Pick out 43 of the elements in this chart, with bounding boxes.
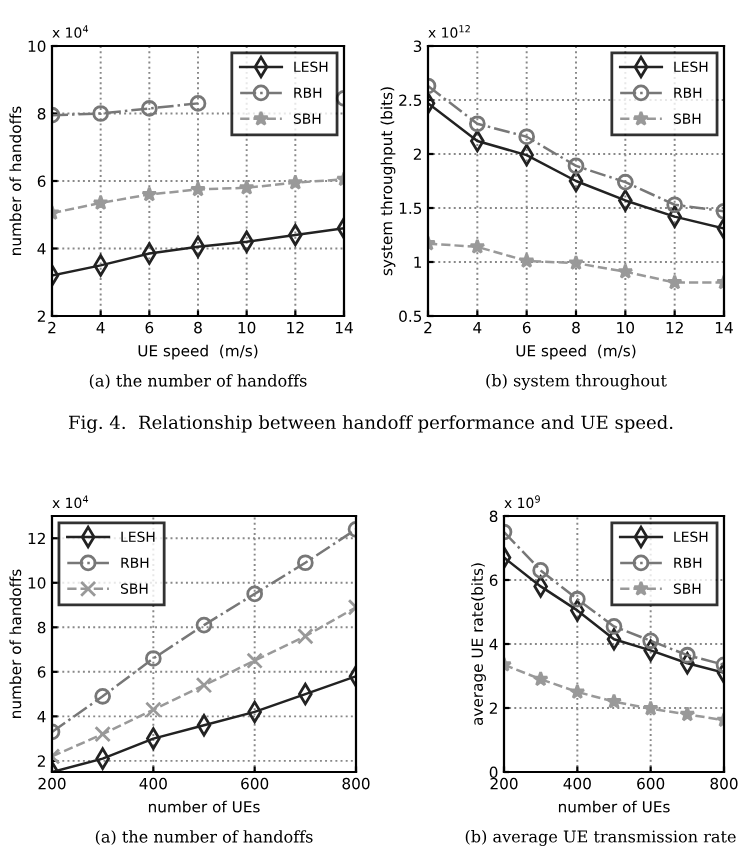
point <box>605 618 623 635</box>
point <box>141 186 158 202</box>
point <box>567 157 585 175</box>
point <box>246 652 263 670</box>
point <box>145 650 162 667</box>
point <box>297 554 314 572</box>
point <box>287 174 304 190</box>
text: (a) the number of handoffs <box>95 830 313 845</box>
point <box>518 252 535 268</box>
point <box>532 670 549 687</box>
point <box>666 196 683 214</box>
point <box>94 725 111 743</box>
point <box>195 676 213 694</box>
point <box>569 683 586 700</box>
point <box>145 701 162 718</box>
point <box>92 194 109 210</box>
text: (b) average UE transmission rate <box>465 830 736 846</box>
point <box>297 627 314 645</box>
point <box>666 274 683 290</box>
point <box>617 263 634 279</box>
point <box>190 181 206 197</box>
point <box>238 179 255 195</box>
point <box>568 254 584 271</box>
point <box>617 173 634 191</box>
point <box>246 585 263 603</box>
point <box>679 646 696 664</box>
point <box>189 95 207 112</box>
point <box>92 105 109 122</box>
point <box>518 128 535 146</box>
text: (b) system throughout <box>486 374 667 390</box>
caption: Fig. 4. Relationship between handoff performance and UE speed. <box>68 415 673 433</box>
point <box>569 590 586 608</box>
point <box>195 616 213 634</box>
point <box>141 100 158 117</box>
point <box>532 562 549 579</box>
point <box>606 693 622 709</box>
point <box>469 115 486 133</box>
point <box>642 632 659 650</box>
point <box>469 238 486 254</box>
point <box>679 706 696 722</box>
point <box>94 687 111 705</box>
point <box>642 700 659 716</box>
text: (a) the number of handoffs <box>89 374 307 389</box>
